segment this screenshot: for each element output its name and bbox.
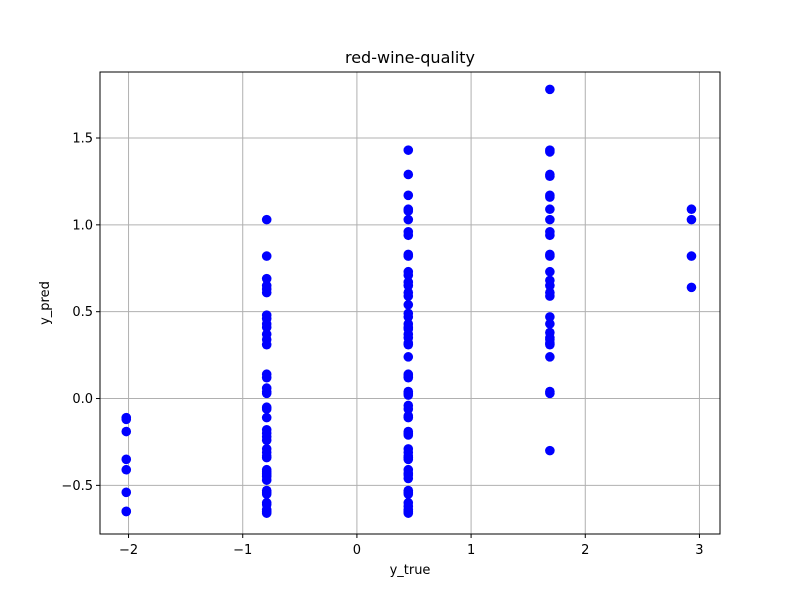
data-point <box>261 287 272 298</box>
x-tick-label: 1 <box>467 543 475 558</box>
data-point <box>545 171 555 182</box>
data-point <box>261 339 272 350</box>
data-point <box>545 280 555 291</box>
data-point <box>403 291 414 301</box>
y-tick-label: 1.5 <box>72 132 93 147</box>
data-point <box>261 372 272 383</box>
data-point <box>403 280 414 291</box>
data-point <box>403 145 414 155</box>
x-axis-label: y_true <box>390 563 431 578</box>
data-point <box>545 147 555 157</box>
data-point <box>403 270 414 281</box>
y-tick-label: 0.5 <box>72 305 93 320</box>
data-point <box>121 454 132 465</box>
x-tick-label: −1 <box>233 543 252 558</box>
data-point <box>403 169 414 180</box>
data-point <box>403 206 414 216</box>
data-point <box>261 251 272 261</box>
data-point <box>403 214 414 225</box>
data-point <box>403 372 414 383</box>
data-point <box>121 506 132 517</box>
y-axis-label: y_pred <box>38 281 53 325</box>
data-point <box>261 412 272 423</box>
data-point <box>261 404 272 414</box>
data-point <box>121 426 132 437</box>
data-point <box>403 230 414 241</box>
x-tick-label: 2 <box>581 543 589 558</box>
x-tick-label: 0 <box>353 543 361 558</box>
x-tick-label: −2 <box>119 543 138 558</box>
data-point <box>261 489 272 499</box>
data-point <box>545 388 555 399</box>
x-tick-label: 3 <box>695 543 703 558</box>
data-point <box>261 273 272 284</box>
data-point <box>545 445 555 456</box>
data-point <box>686 214 697 225</box>
data-point <box>403 508 414 518</box>
data-point <box>403 339 414 350</box>
data-point <box>545 230 555 241</box>
data-point <box>403 312 414 322</box>
data-point <box>403 473 414 484</box>
data-points <box>121 84 697 518</box>
data-point <box>403 299 414 310</box>
data-point <box>403 190 414 201</box>
plot-area-frame <box>99 71 721 535</box>
y-tick-label: −0.5 <box>61 479 93 494</box>
y-tick-label: 0.0 <box>72 392 93 407</box>
data-point <box>545 192 555 202</box>
y-tick-label: 1.0 <box>72 218 93 233</box>
data-point <box>261 435 272 446</box>
data-point <box>545 319 555 329</box>
data-point <box>403 390 414 400</box>
data-point <box>545 204 555 215</box>
data-point <box>403 489 414 499</box>
data-point <box>545 84 555 95</box>
data-point <box>545 251 555 261</box>
data-point <box>261 322 272 333</box>
data-point <box>686 251 697 261</box>
data-point <box>545 352 555 362</box>
data-point <box>261 452 272 463</box>
data-point <box>686 282 697 293</box>
data-point <box>545 266 555 277</box>
data-point <box>261 508 272 518</box>
data-point <box>545 214 555 225</box>
data-point <box>545 334 555 345</box>
data-point <box>403 430 414 440</box>
data-point <box>545 312 555 322</box>
data-point <box>545 291 555 301</box>
chart-title: red-wine-quality <box>345 48 475 67</box>
data-point <box>261 388 272 399</box>
data-point <box>121 487 132 498</box>
data-point <box>403 404 414 414</box>
data-point <box>403 352 414 362</box>
data-point <box>121 414 132 425</box>
data-point <box>261 214 272 225</box>
data-point <box>121 464 132 475</box>
data-point <box>403 251 414 261</box>
data-point <box>261 475 272 485</box>
data-point <box>686 204 697 215</box>
axis-ticks: −2 −1 0 1 2 3 −0.5 0.0 0.5 1.0 1.5 <box>61 132 703 559</box>
data-point <box>403 454 414 465</box>
data-point <box>403 412 414 423</box>
